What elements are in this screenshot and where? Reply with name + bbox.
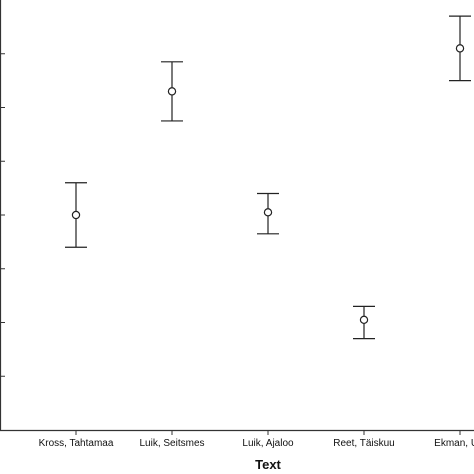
x-tick-label: Luik, Seitsmes	[139, 438, 204, 449]
data-point	[167, 87, 177, 96]
x-tick-label: Reet, Täiskuu	[333, 438, 395, 449]
data-point	[359, 315, 369, 325]
data-point	[71, 210, 81, 220]
x-tick-label: Ekman, Uni	[434, 438, 474, 449]
x-tick-label: Kross, Tahtamaa	[39, 438, 114, 449]
x-tick-label: Luik, Ajaloo	[242, 438, 294, 449]
data-point	[263, 208, 273, 217]
x-axis-title: Text	[255, 457, 281, 472]
data-point	[455, 44, 465, 53]
